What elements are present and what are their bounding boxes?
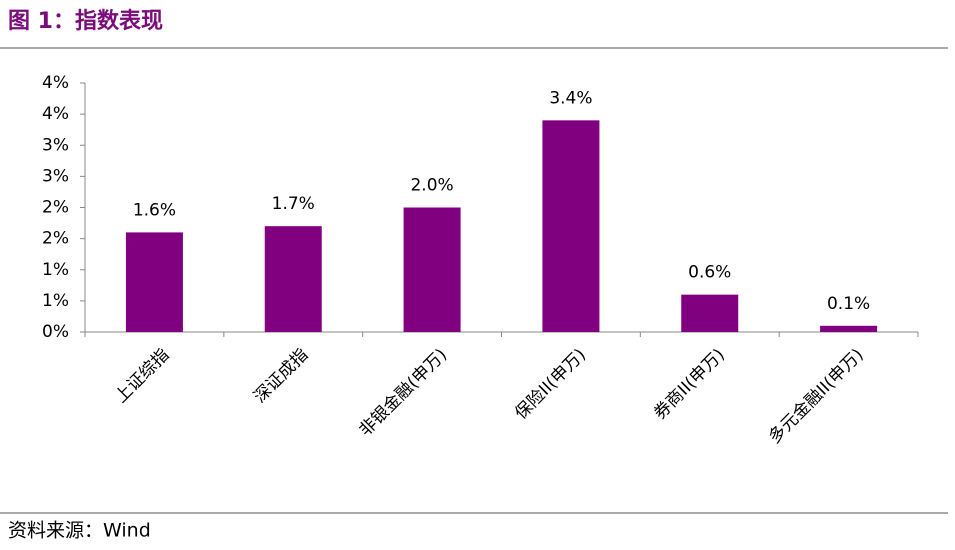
bar — [403, 207, 461, 332]
value-label: 3.4% — [549, 88, 592, 108]
bar — [681, 294, 739, 332]
x-tick-label: 券商II(申万) — [650, 345, 729, 424]
y-tick-label: 3% — [42, 166, 69, 186]
x-tick-label: 深证成指 — [250, 345, 312, 407]
x-tick-label: 非银金融(申万) — [356, 345, 452, 441]
value-label: 1.7% — [272, 194, 315, 214]
y-tick-label: 1% — [42, 260, 69, 280]
y-tick-label: 3% — [42, 135, 69, 155]
y-tick-label: 2% — [42, 198, 69, 218]
x-tick-label: 保险II(申万) — [511, 345, 590, 424]
y-tick-label: 4% — [42, 73, 69, 93]
chart-title: 图 1：指数表现 — [8, 8, 163, 34]
x-tick-label: 多元金融II(申万) — [765, 345, 868, 448]
value-label: 0.1% — [827, 294, 870, 314]
y-tick-label: 0% — [42, 322, 69, 342]
value-label: 1.6% — [133, 200, 176, 220]
y-tick-label: 2% — [42, 229, 69, 249]
source: 资料来源：Wind — [8, 520, 151, 542]
value-label: 0.6% — [688, 263, 731, 283]
x-tick-label: 上证综指 — [111, 345, 173, 407]
bar — [542, 120, 600, 332]
bar — [125, 232, 183, 332]
y-tick-label: 1% — [42, 291, 69, 311]
bar — [264, 226, 322, 332]
y-tick-label: 4% — [42, 104, 69, 124]
bar — [820, 325, 878, 332]
value-label: 2.0% — [410, 176, 453, 196]
